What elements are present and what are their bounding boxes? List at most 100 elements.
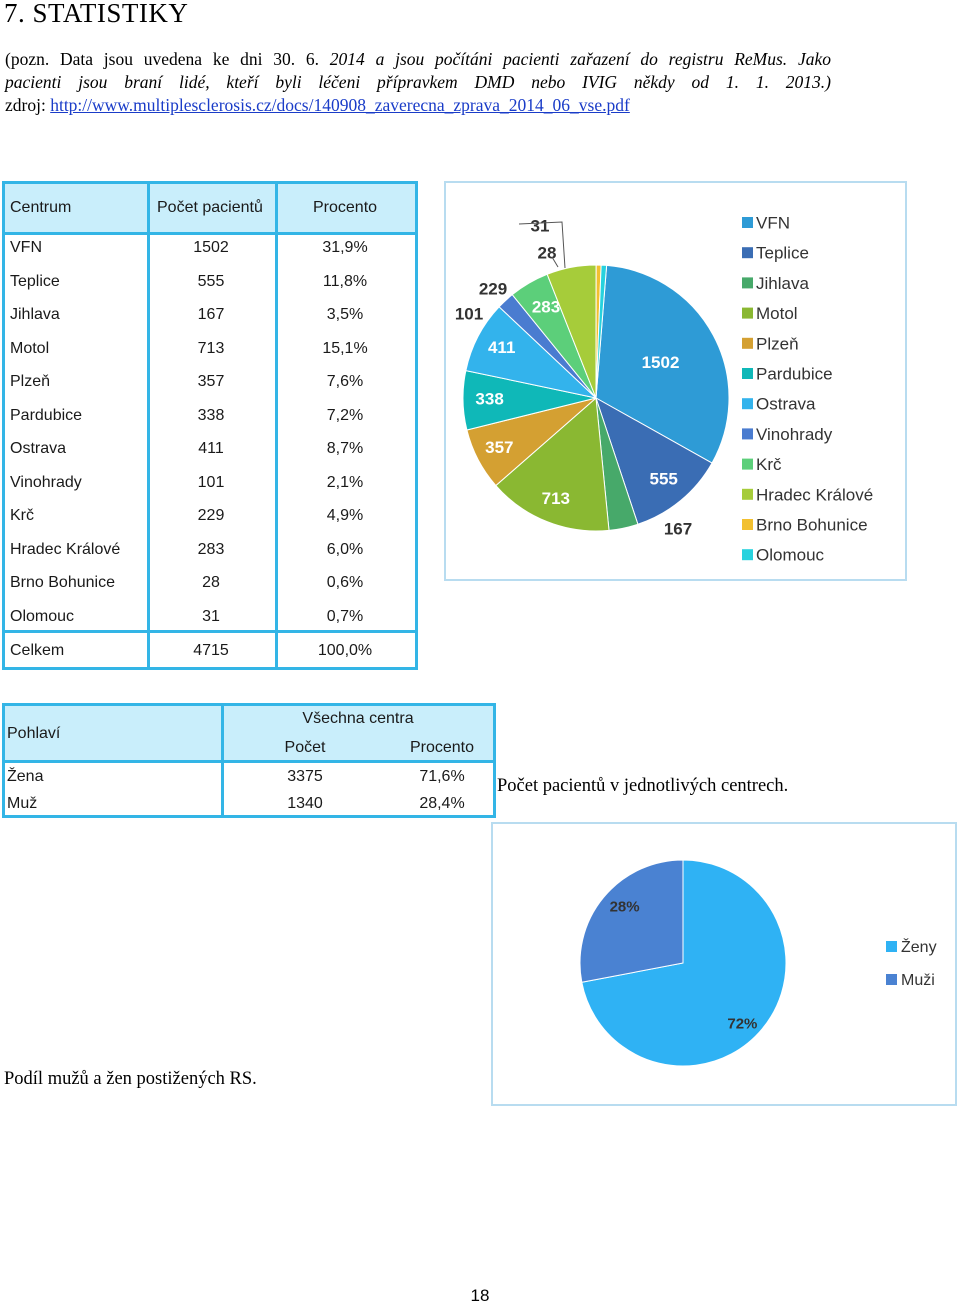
pie-value-label: 357 xyxy=(485,438,513,457)
center-count: 167 xyxy=(197,306,225,323)
center-count: 283 xyxy=(197,540,225,558)
caption-centers: Počet pacientů v jednotlivých centrech. xyxy=(497,776,789,796)
center-count: 229 xyxy=(197,507,225,524)
pie-percent-label: 28% xyxy=(610,899,640,916)
legend-label: Plzeň xyxy=(756,334,799,353)
intro-paragraph: (pozn. Data jsou uvedena ke dni 30. 6. 2… xyxy=(5,48,831,117)
legend-swatch xyxy=(742,337,753,349)
pie-value-label: 229 xyxy=(479,279,507,298)
legend-label: Krč xyxy=(756,455,782,474)
center-percent: 7,2% xyxy=(326,406,364,424)
intro-text-italic-2: pacienti jsou braní lidé, kteří byli léč… xyxy=(5,72,831,92)
source-label: zdroj: xyxy=(5,95,51,115)
pie-slice-0 xyxy=(581,859,787,1067)
center-percent: 7,6% xyxy=(326,373,364,390)
center-count: 1502 xyxy=(193,239,229,256)
centers-table-header xyxy=(5,184,415,235)
gender-percent-male: 28,4% xyxy=(419,795,465,812)
center-count: 713 xyxy=(197,339,225,357)
center-percent: 0,7% xyxy=(326,607,364,625)
legend-label: Olomouc xyxy=(756,546,825,565)
legend-label: Ostrava xyxy=(756,395,816,414)
header-centrum: Centrum xyxy=(10,199,72,216)
legend-swatch xyxy=(742,247,753,259)
center-percent: 2,1% xyxy=(326,473,364,491)
centers-pie-svg: 1502 555 167 713 357 338 411 101 229 283 28 31 VFN Te… xyxy=(455,213,873,565)
section-heading: 7. STATISTIKY xyxy=(4,0,189,28)
legend-label: Ženy xyxy=(901,937,937,956)
pie-value-label: 1502 xyxy=(642,353,680,372)
legend-swatch xyxy=(742,368,753,379)
center-percent: 0,6% xyxy=(326,574,364,591)
legend-label: Motol xyxy=(756,304,798,323)
legend-swatch xyxy=(742,549,753,561)
gender-label-female: Žena xyxy=(7,768,44,785)
legend-swatch xyxy=(742,458,753,470)
center-percent: 11,8% xyxy=(322,272,368,290)
legend-swatch xyxy=(742,307,753,319)
center-count: 31 xyxy=(202,607,220,625)
legend-label: Vinohrady xyxy=(756,425,833,444)
center-name: Plzeň xyxy=(10,373,51,390)
center-percent: 15,1% xyxy=(322,339,368,357)
center-name: Brno Bohunice xyxy=(10,574,115,591)
center-percent: 31,9% xyxy=(322,239,368,256)
centers-table: Centrum Počet pacientů Procento VFN 1502 3… xyxy=(2,181,418,670)
legend-label: Brno Bohunice xyxy=(756,515,868,534)
legend-label: VFN xyxy=(756,213,790,232)
pie-value-label: 31 xyxy=(531,216,550,235)
header-pohlavi: Pohlaví xyxy=(7,725,61,742)
column-divider xyxy=(221,706,224,815)
legend-swatch xyxy=(886,941,897,952)
gender-table: Pohlaví Všechna centra Počet Procento Že… xyxy=(2,703,496,818)
column-divider xyxy=(275,184,278,667)
pie-value-label: 167 xyxy=(664,519,692,538)
pie-value-label: 28 xyxy=(538,243,557,262)
header-all-centers: Všechna centra xyxy=(302,710,414,727)
center-percent: 3,5% xyxy=(326,306,364,323)
pie-slice-1 xyxy=(595,396,713,525)
legend-swatch xyxy=(742,277,753,289)
legend-label: Pardubice xyxy=(756,364,833,383)
legend-label: Hradec Králové xyxy=(756,485,873,504)
legend-label: Muži xyxy=(901,972,935,989)
gender-table-header xyxy=(5,706,493,763)
caption-gender: Podíl mužů a žen postižených RS. xyxy=(4,1069,257,1089)
center-count: 357 xyxy=(197,373,225,390)
header-count: Počet pacientů xyxy=(157,199,263,216)
gender-count-male: 1340 xyxy=(287,795,323,812)
center-name: Hradec Králové xyxy=(10,540,121,558)
header-percent: Procento xyxy=(313,199,378,216)
legend-swatch xyxy=(742,398,753,410)
center-count: 101 xyxy=(197,473,225,491)
total-percent: 100,0% xyxy=(317,642,373,659)
pie-value-label: 338 xyxy=(475,389,503,408)
pie-slice-11 xyxy=(595,264,608,399)
center-name: Ostrava xyxy=(10,440,67,457)
header-pocet: Počet xyxy=(284,739,326,756)
total-label: Celkem xyxy=(10,642,65,659)
center-count: 28 xyxy=(202,574,220,591)
center-name: VFN xyxy=(10,239,42,256)
legend-swatch xyxy=(742,217,753,228)
source-link[interactable]: http://www.multiplesclerosis.cz/docs/140… xyxy=(50,95,630,115)
pie-value-label: 101 xyxy=(455,304,483,323)
intro-text-italic-1: 2014 a jsou počítáni pacienti zařazení d… xyxy=(329,49,831,69)
center-name: Pardubice xyxy=(10,406,83,424)
center-percent: 8,7% xyxy=(326,440,364,457)
center-percent: 4,9% xyxy=(326,507,364,524)
legend-swatch xyxy=(742,428,753,440)
gender-pie-svg: 72% 28% Ženy Muži xyxy=(579,859,937,1067)
page-number: 18 xyxy=(470,1286,490,1305)
leader-line xyxy=(518,221,566,269)
header-procento: Procento xyxy=(409,739,475,756)
pie-percent-label: 72% xyxy=(727,1015,757,1032)
intro-text-plain: (pozn. Data jsou uvedena ke dni 30. 6. xyxy=(5,49,330,69)
legend-label: Teplice xyxy=(756,244,809,263)
gender-percent-female: 71,6% xyxy=(419,768,465,785)
pie-slice-1 xyxy=(579,859,684,983)
center-count: 338 xyxy=(197,406,225,424)
gender-label-male: Muž xyxy=(7,795,38,812)
pie-value-label: 283 xyxy=(532,297,560,316)
center-name: Olomouc xyxy=(10,607,75,625)
